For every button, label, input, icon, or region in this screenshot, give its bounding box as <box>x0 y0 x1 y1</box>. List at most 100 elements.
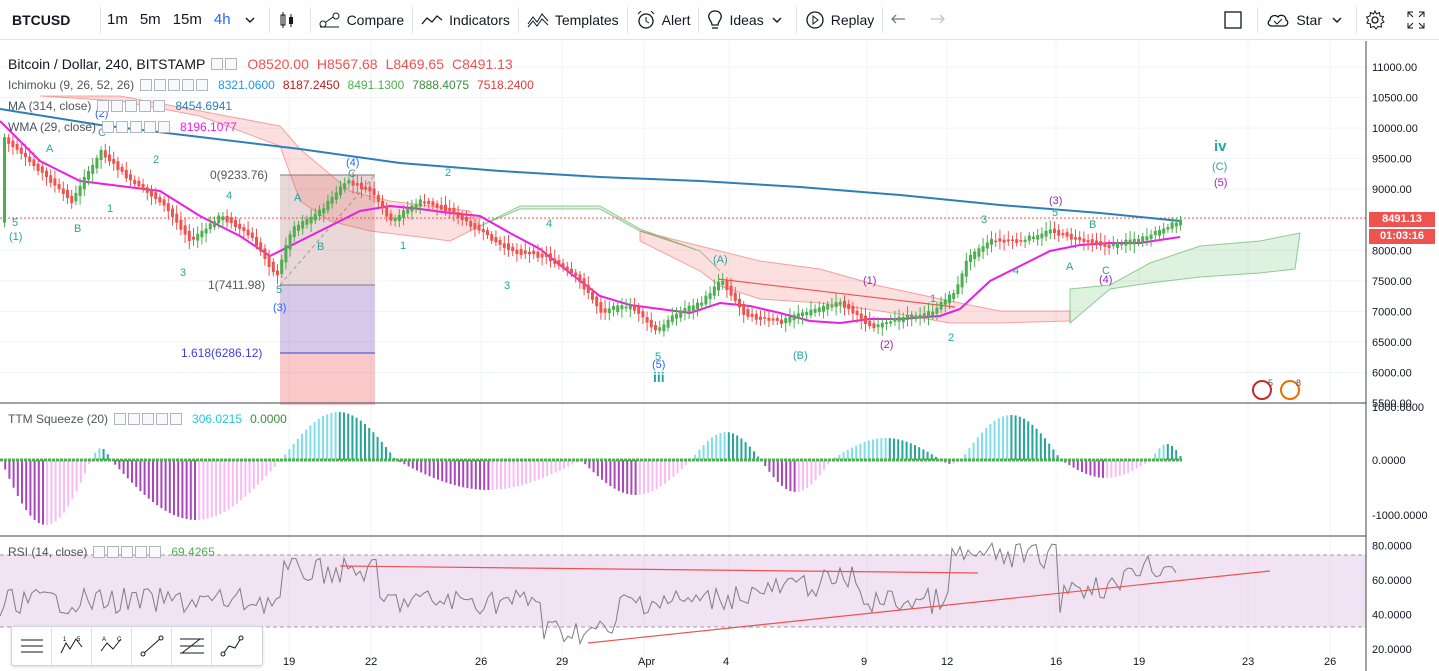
legend-buttons[interactable] <box>140 79 210 91</box>
draw-tool-menu[interactable] <box>12 627 52 665</box>
candle-body <box>145 187 149 193</box>
ttm-bar <box>715 434 718 460</box>
draw-tool-trend-line[interactable] <box>132 627 172 665</box>
ttm-bar <box>605 460 608 484</box>
settings-button[interactable] <box>1357 0 1399 40</box>
us-flag-icon[interactable] <box>1280 380 1300 400</box>
candle-body <box>939 301 943 310</box>
ttm-bar <box>118 460 121 470</box>
price-tick-label: 6000.00 <box>1372 367 1412 379</box>
interval-4h[interactable]: 4h <box>213 11 231 28</box>
price-tick-label: 11000.00 <box>1372 62 1417 74</box>
compare-button[interactable]: Compare <box>311 0 413 40</box>
fib-zone-blue <box>280 285 375 353</box>
save-layout-button[interactable]: Star <box>1258 0 1356 40</box>
candle-body <box>473 223 477 230</box>
ttm-bar <box>909 443 912 460</box>
rsi-legend[interactable]: RSI (14, close) 69.4265 <box>8 545 223 559</box>
legend-buttons[interactable] <box>114 413 184 425</box>
replay-icon <box>806 10 824 29</box>
wave-label: (4) <box>346 157 359 169</box>
ttm-bar <box>185 460 188 520</box>
ichimoku-legend[interactable]: Ichimoku (9, 26, 52, 26) 8321.0600 8187.… <box>8 78 542 92</box>
ttm-bar <box>1023 418 1025 460</box>
ttm-bar <box>793 460 796 492</box>
legend-buttons[interactable] <box>102 121 172 133</box>
candle-body <box>578 274 582 283</box>
ma-legend[interactable]: MA (314, close) 8454.6941 <box>8 99 240 113</box>
ttm-bar <box>210 460 213 518</box>
ttm-legend[interactable]: TTM Squeeze (20) 306.0215 0.0000 <box>8 412 295 426</box>
ttm-bar <box>189 460 192 520</box>
candle-body <box>288 234 292 250</box>
symbol-search[interactable]: BTCUSD <box>12 11 71 28</box>
candle-body <box>935 307 939 314</box>
templates-button[interactable]: Templates <box>519 0 627 40</box>
ttm-bar <box>198 460 201 520</box>
candle-body <box>1107 244 1111 249</box>
ichimoku-cloud-green-2 <box>1069 232 1301 325</box>
ttm-bar <box>926 451 929 460</box>
time-tick-label: 9 <box>861 656 867 668</box>
candle-body <box>998 238 1002 242</box>
candle-body <box>49 175 53 183</box>
ttm-bar <box>257 460 259 485</box>
rsi-trend-line[interactable] <box>587 570 1271 644</box>
ichimoku-value-3: 8491.1300 <box>347 78 405 92</box>
ttm-bar <box>495 460 498 490</box>
ttm-bar <box>135 460 138 487</box>
chart-style-button[interactable] <box>270 0 310 40</box>
interval-dropdown[interactable] <box>237 0 269 40</box>
indicators-button[interactable]: Indicators <box>413 0 518 40</box>
fullscreen-box-button[interactable] <box>1215 0 1257 40</box>
candle-body <box>750 313 754 317</box>
ttm-bar <box>964 454 967 460</box>
interval-5m[interactable]: 5m <box>139 11 161 28</box>
candle-body <box>603 308 607 313</box>
chart-area[interactable]: 0(9233.76) 1(7411.98) 1.618(6286.12) 5 (… <box>0 41 1439 671</box>
undo-button[interactable] <box>883 0 921 40</box>
interval-1m[interactable]: 1m <box>107 11 128 28</box>
ideas-button[interactable]: Ideas <box>699 0 795 40</box>
chart-canvas[interactable]: 0(9233.76) 1(7411.98) 1.618(6286.12) 5 (… <box>0 41 1439 671</box>
draw-tool-path[interactable] <box>212 627 252 665</box>
candle-body <box>87 171 90 180</box>
ttm-bar <box>1018 416 1021 460</box>
candle-body <box>448 208 452 212</box>
ttm-bar <box>744 442 747 460</box>
legend-buttons[interactable] <box>93 546 163 558</box>
replay-button[interactable]: Replay <box>797 0 883 40</box>
fib-retracement[interactable]: 0(9233.76) 1(7411.98) 1.618(6286.12) <box>181 168 376 405</box>
event-badges[interactable]: 5 8 <box>1252 378 1301 400</box>
ttm-bar <box>296 438 299 460</box>
legend-buttons[interactable] <box>97 100 167 112</box>
candle-body <box>494 237 498 243</box>
price-axis[interactable] <box>1366 41 1439 671</box>
ttm-bar <box>1093 460 1096 477</box>
redo-button[interactable] <box>921 0 959 40</box>
ttm-bar <box>659 460 662 487</box>
rsi-trend-line[interactable] <box>339 565 979 574</box>
wave-label: 2 <box>948 332 954 344</box>
fullscreen-button[interactable] <box>1399 0 1439 40</box>
time-tick-label: 26 <box>1324 656 1336 668</box>
svg-text:C: C <box>117 637 122 643</box>
cloud-icon <box>1267 14 1289 27</box>
us-flag-icon[interactable] <box>1252 380 1272 400</box>
draw-tool-fib[interactable] <box>172 627 212 665</box>
wma-legend[interactable]: WMA (29, close) 8196.1077 <box>8 120 245 134</box>
ttm-bar <box>785 460 788 489</box>
candle-body <box>82 176 86 190</box>
candle-body <box>477 224 481 231</box>
ttm-bar <box>706 440 709 460</box>
alert-button[interactable]: Alert <box>628 0 699 40</box>
interval-15m[interactable]: 15m <box>172 11 202 28</box>
trend-line-main[interactable] <box>717 278 956 308</box>
ttm-bar <box>147 460 150 499</box>
legend-buttons[interactable] <box>211 58 239 70</box>
path-icon <box>220 635 244 657</box>
ttm-bar <box>617 460 620 491</box>
candle-body <box>1111 243 1115 247</box>
